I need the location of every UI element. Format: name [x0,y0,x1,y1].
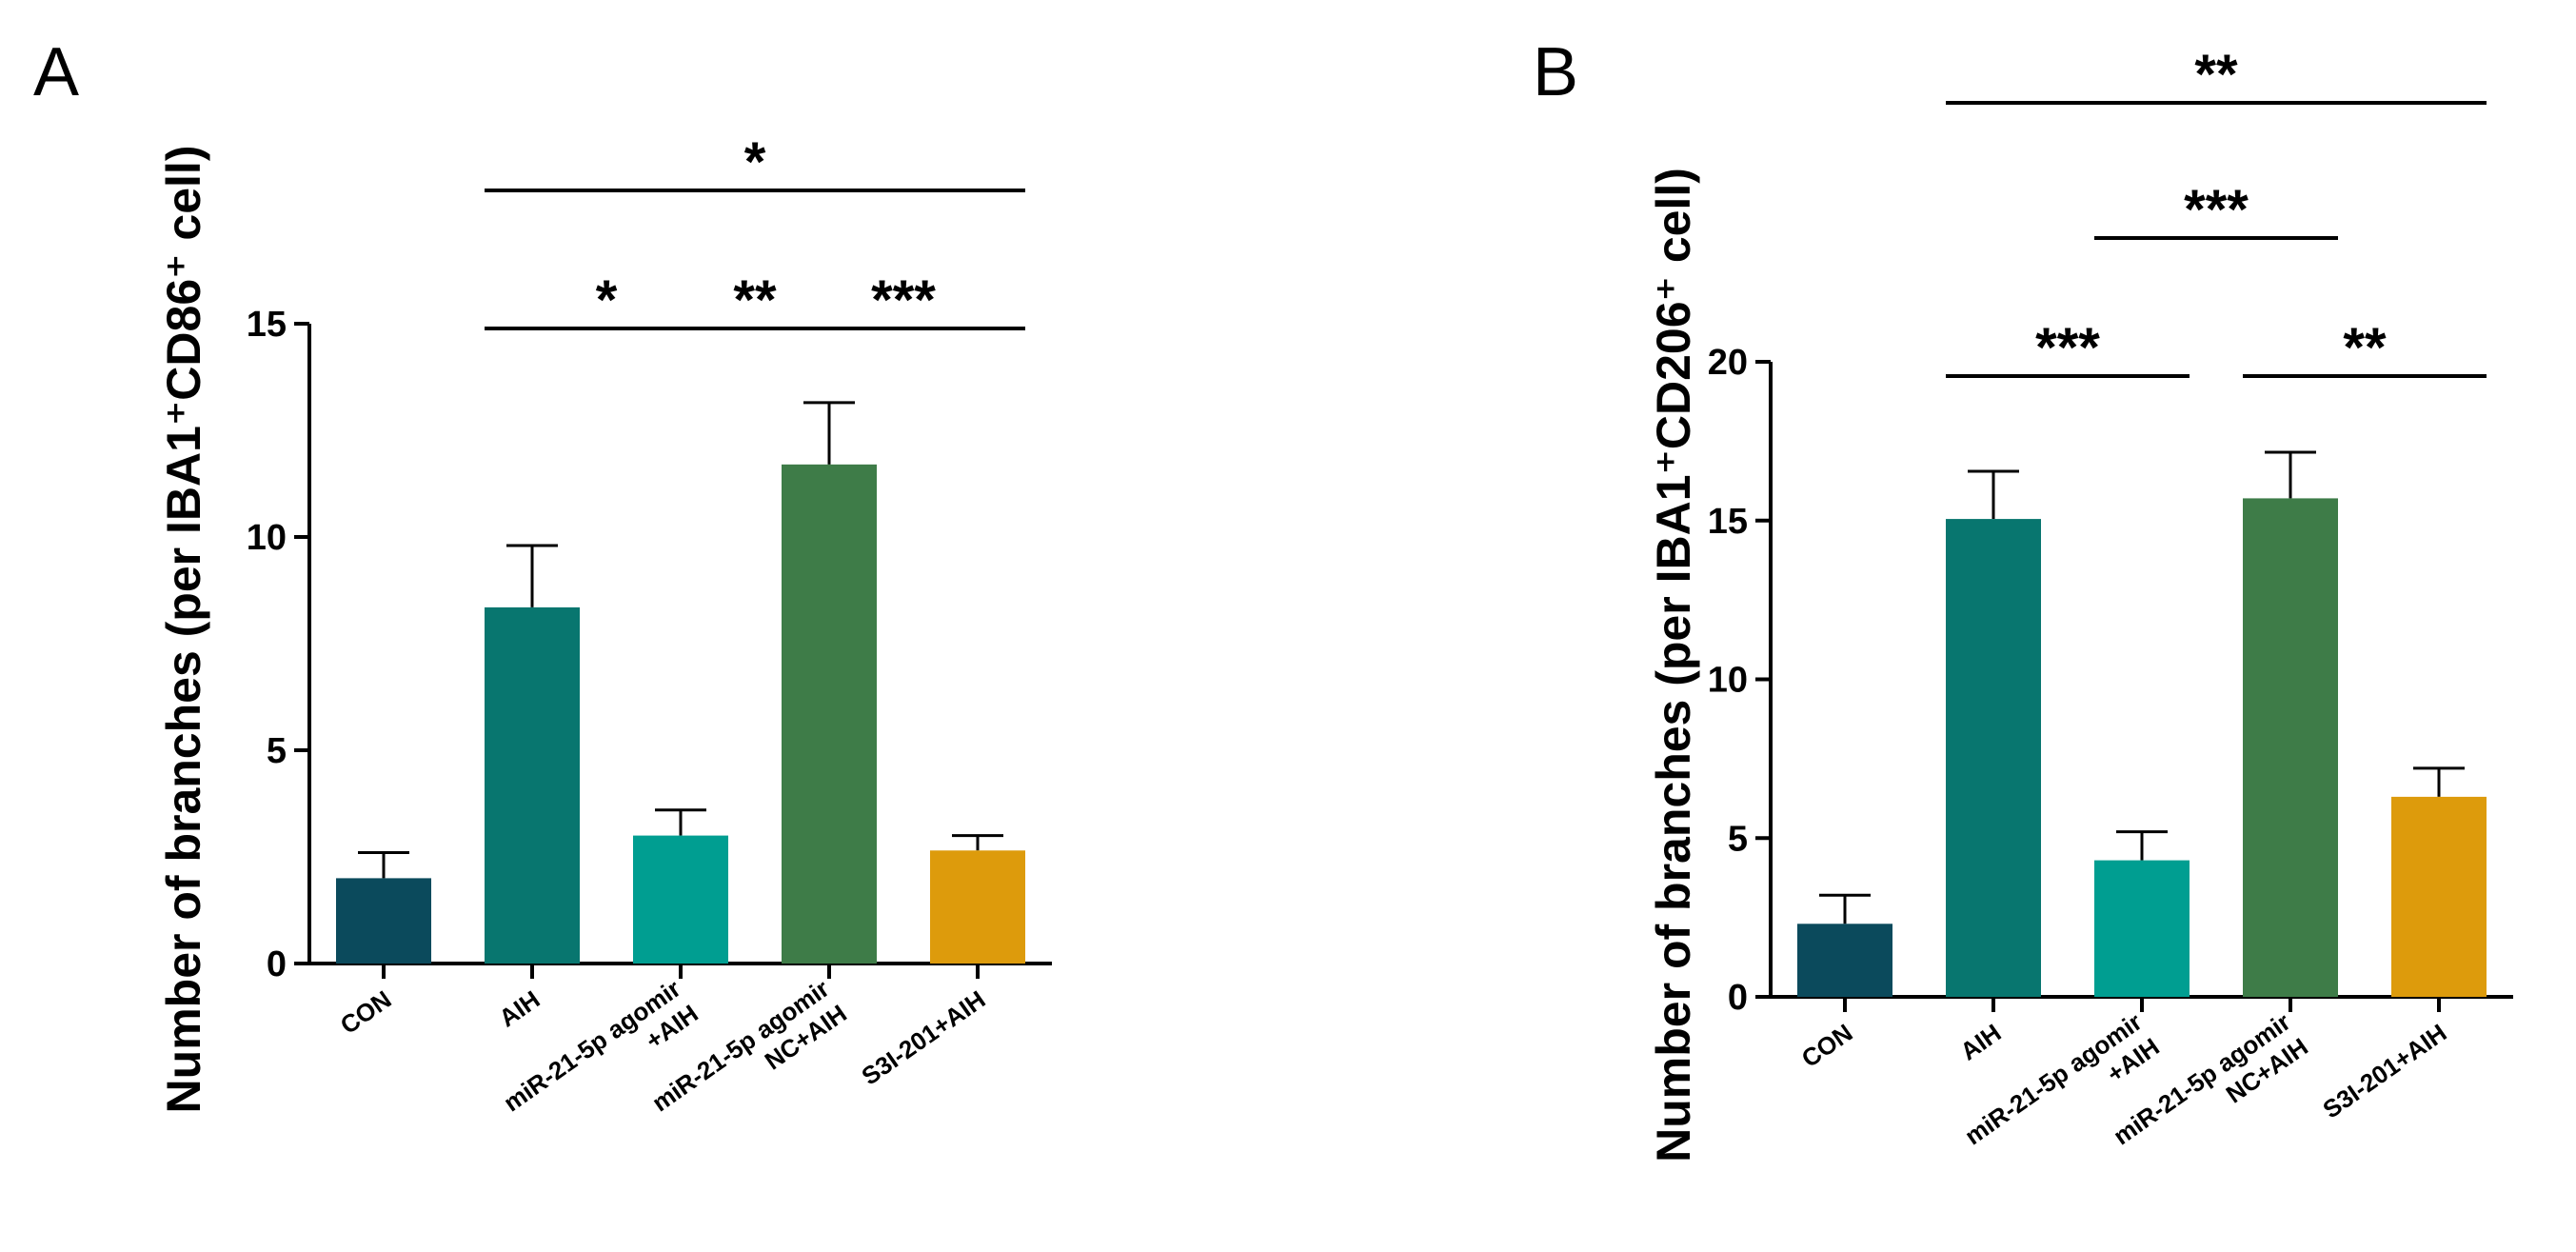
panel-letter: B [1533,34,1578,110]
significance-stars: *** [2184,179,2249,241]
y-tick-label: 5 [267,731,287,771]
y-tick-label: 10 [247,518,287,558]
x-tick-label: AIH [494,984,545,1032]
x-tick-label-line: AIH [1955,1018,2007,1065]
y-tick-label: 5 [1728,819,1748,859]
y-tick-label: 0 [1728,978,1748,1018]
x-tick-label-line: AIH [494,984,545,1032]
x-tick-label-line: CON [1796,1018,1858,1073]
x-tick-label: AIH [1955,1018,2007,1065]
y-tick-label: 15 [247,305,287,345]
significance-stars: * [744,131,766,193]
bar [2391,796,2487,997]
bar [1797,924,1892,997]
significance-stars: *** [871,269,936,331]
bar [1946,519,2041,997]
significance-stars: ** [733,269,777,331]
bar [485,606,580,964]
significance-stars: ** [2343,317,2387,379]
y-axis-label: Number of branches (per IBA1⁺CD206⁺ cell… [1647,168,1700,1163]
significance-stars: ** [2194,44,2238,106]
x-tick-label-line: CON [335,984,397,1040]
panel-letter: A [33,34,79,110]
x-tick-label-line: S3I-201+AIH [2318,1018,2452,1123]
x-tick-label: S3I-201+AIH [2318,1018,2452,1123]
y-axis-label: Number of branches (per IBA1⁺CD86⁺ cell) [157,146,210,1114]
x-tick-label: CON [335,984,397,1040]
x-tick-label-line: S3I-201+AIH [857,984,991,1090]
bar [930,850,1025,964]
significance-stars: * [596,269,618,331]
bar [336,878,431,964]
bar [782,464,877,964]
bar [2243,498,2338,997]
y-tick-label: 10 [1708,661,1748,701]
y-tick-label: 0 [267,944,287,984]
y-tick-label: 15 [1708,502,1748,542]
chart-panel-b: B Number of branches (per IBA1⁺CD206⁺ cel… [1533,34,2513,1163]
bar [2094,860,2190,997]
y-tick-label: 20 [1708,343,1748,383]
bar [633,835,728,964]
x-tick-label: S3I-201+AIH [857,984,991,1090]
chart-panel-a: A Number of branches (per IBA1⁺CD86⁺ cell… [33,34,1052,1117]
significance-stars: *** [2035,317,2100,379]
x-tick-label: CON [1796,1018,1858,1073]
